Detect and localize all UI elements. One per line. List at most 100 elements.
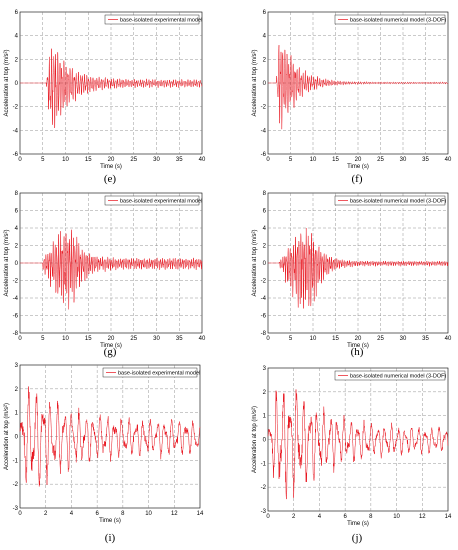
y-tick-label: 2 — [263, 57, 267, 63]
y-tick-label: -6 — [261, 152, 267, 158]
y-tick-label: -2 — [261, 279, 267, 285]
y-tick-label: -6 — [261, 314, 267, 320]
series-line — [19, 386, 201, 487]
y-tick-label: -1 — [261, 461, 267, 467]
x-tick-label: 30 — [153, 336, 160, 342]
y-tick-label: -4 — [13, 128, 19, 134]
x-tick-label: 12 — [419, 514, 426, 520]
panel-label: (h) — [351, 346, 364, 358]
y-tick-label: -2 — [261, 485, 267, 491]
y-tick-label: 0 — [15, 261, 19, 267]
x-tick-label: 10 — [310, 336, 317, 342]
legend-box — [334, 14, 446, 25]
y-tick-label: -8 — [261, 331, 267, 337]
y-tick-label: 6 — [263, 209, 267, 215]
y-tick-label: 6 — [15, 10, 19, 16]
x-tick-label: 8 — [121, 511, 125, 517]
y-axis-label: Acceleration at top (m/s²) — [4, 403, 10, 470]
x-tick-label: 0 — [266, 514, 270, 520]
x-tick-label: 0 — [18, 336, 22, 342]
y-tick-label: 2 — [15, 57, 19, 63]
x-tick-label: 15 — [332, 157, 339, 163]
legend-box — [334, 195, 446, 206]
x-tick-label: 0 — [18, 157, 22, 163]
y-tick-label: -1 — [13, 458, 19, 464]
x-axis-label: Time (s) — [100, 343, 122, 349]
x-tick-label: 20 — [108, 157, 115, 163]
legend-label: base-isolated numerical model (3-DOF) — [350, 199, 446, 205]
chart-panel-3: 0 5 10 15 20 25 30 35 40 -8 -6 -4 -2 0 2 4 6 8 Time (s) Acc… — [4, 191, 206, 358]
y-axis-label: Acceleration at top (m/s²) — [252, 406, 258, 473]
x-tick-label: 10 — [310, 157, 317, 163]
y-tick-label: -6 — [13, 314, 19, 320]
chart-panel-2: 0 5 10 15 20 25 30 35 40 -6 -4 -2 0 2 4 6 Time (s) Accele… — [252, 10, 452, 185]
series-line — [20, 48, 203, 129]
x-tick-label: 0 — [18, 511, 22, 517]
x-tick-label: 10 — [62, 157, 69, 163]
x-tick-label: 25 — [377, 336, 384, 342]
legend-label: base-isolated experimental model — [118, 371, 200, 377]
y-tick-label: 8 — [15, 191, 19, 197]
y-tick-label: 4 — [263, 226, 267, 232]
series-line — [267, 389, 449, 500]
legend-label: base-isolated experimental model — [120, 18, 202, 24]
x-axis-label: Time (s) — [100, 164, 122, 170]
panel-label: (g) — [104, 346, 117, 358]
y-tick-label: -8 — [13, 331, 19, 337]
y-tick-label: -3 — [261, 509, 267, 515]
y-tick-label: -4 — [261, 296, 267, 302]
chart-panel-4: 0 5 10 15 20 25 30 35 40 -8 -6 -4 -2 0 2 4 6 8 Time (s) Acc… — [252, 191, 452, 358]
x-tick-label: 14 — [197, 511, 204, 517]
y-tick-label: 6 — [263, 10, 267, 16]
series-line — [20, 229, 203, 310]
y-tick-label: 2 — [15, 387, 19, 393]
x-tick-label: 10 — [145, 511, 152, 517]
legend-box — [334, 370, 446, 381]
x-tick-label: 20 — [355, 157, 362, 163]
y-tick-label: 3 — [263, 366, 267, 372]
y-tick-label: -2 — [13, 105, 19, 111]
series-line — [268, 45, 449, 130]
y-tick-label: 0 — [15, 81, 19, 87]
x-tick-label: 25 — [130, 336, 137, 342]
x-axis-label: Time (s) — [99, 518, 121, 524]
y-tick-label: 2 — [15, 244, 19, 250]
x-tick-label: 5 — [41, 157, 45, 163]
y-tick-label: 0 — [263, 261, 267, 267]
x-axis-label: Time (s) — [347, 521, 369, 527]
x-axis-label: Time (s) — [347, 343, 369, 349]
x-tick-label: 5 — [289, 336, 293, 342]
panel-label: (e) — [104, 173, 117, 185]
x-tick-label: 20 — [355, 336, 362, 342]
x-tick-label: 0 — [266, 336, 270, 342]
x-tick-label: 5 — [289, 157, 293, 163]
chart-panel-1: 0 5 10 15 20 25 30 35 40 -6 -4 -2 0 2 4 6 Time (s) Accele… — [4, 10, 206, 185]
x-tick-label: 25 — [377, 157, 384, 163]
x-tick-label: 40 — [445, 336, 452, 342]
y-axis-label: Acceleration at top (m/s²) — [252, 229, 258, 296]
x-tick-label: 4 — [70, 511, 74, 517]
x-tick-label: 10 — [393, 514, 400, 520]
y-tick-label: 6 — [15, 209, 19, 215]
x-tick-label: 6 — [95, 511, 99, 517]
x-tick-label: 15 — [85, 157, 92, 163]
x-tick-label: 5 — [41, 336, 45, 342]
x-tick-label: 40 — [445, 157, 452, 163]
y-tick-label: -2 — [13, 482, 19, 488]
y-axis-label: Acceleration at top (m/s²) — [252, 49, 258, 116]
x-axis-label: Time (s) — [347, 164, 369, 170]
y-tick-label: 2 — [263, 244, 267, 250]
y-tick-label: 4 — [15, 34, 19, 40]
y-tick-label: 0 — [15, 435, 19, 441]
y-tick-label: 4 — [263, 34, 267, 40]
series-line — [268, 227, 449, 309]
x-tick-label: 40 — [199, 157, 206, 163]
x-tick-label: 8 — [369, 514, 373, 520]
x-tick-label: 12 — [171, 511, 178, 517]
y-axis-label: Acceleration at top (m/s²) — [4, 49, 10, 116]
legend-box — [104, 195, 200, 206]
x-tick-label: 14 — [445, 514, 452, 520]
x-tick-label: 4 — [318, 514, 322, 520]
